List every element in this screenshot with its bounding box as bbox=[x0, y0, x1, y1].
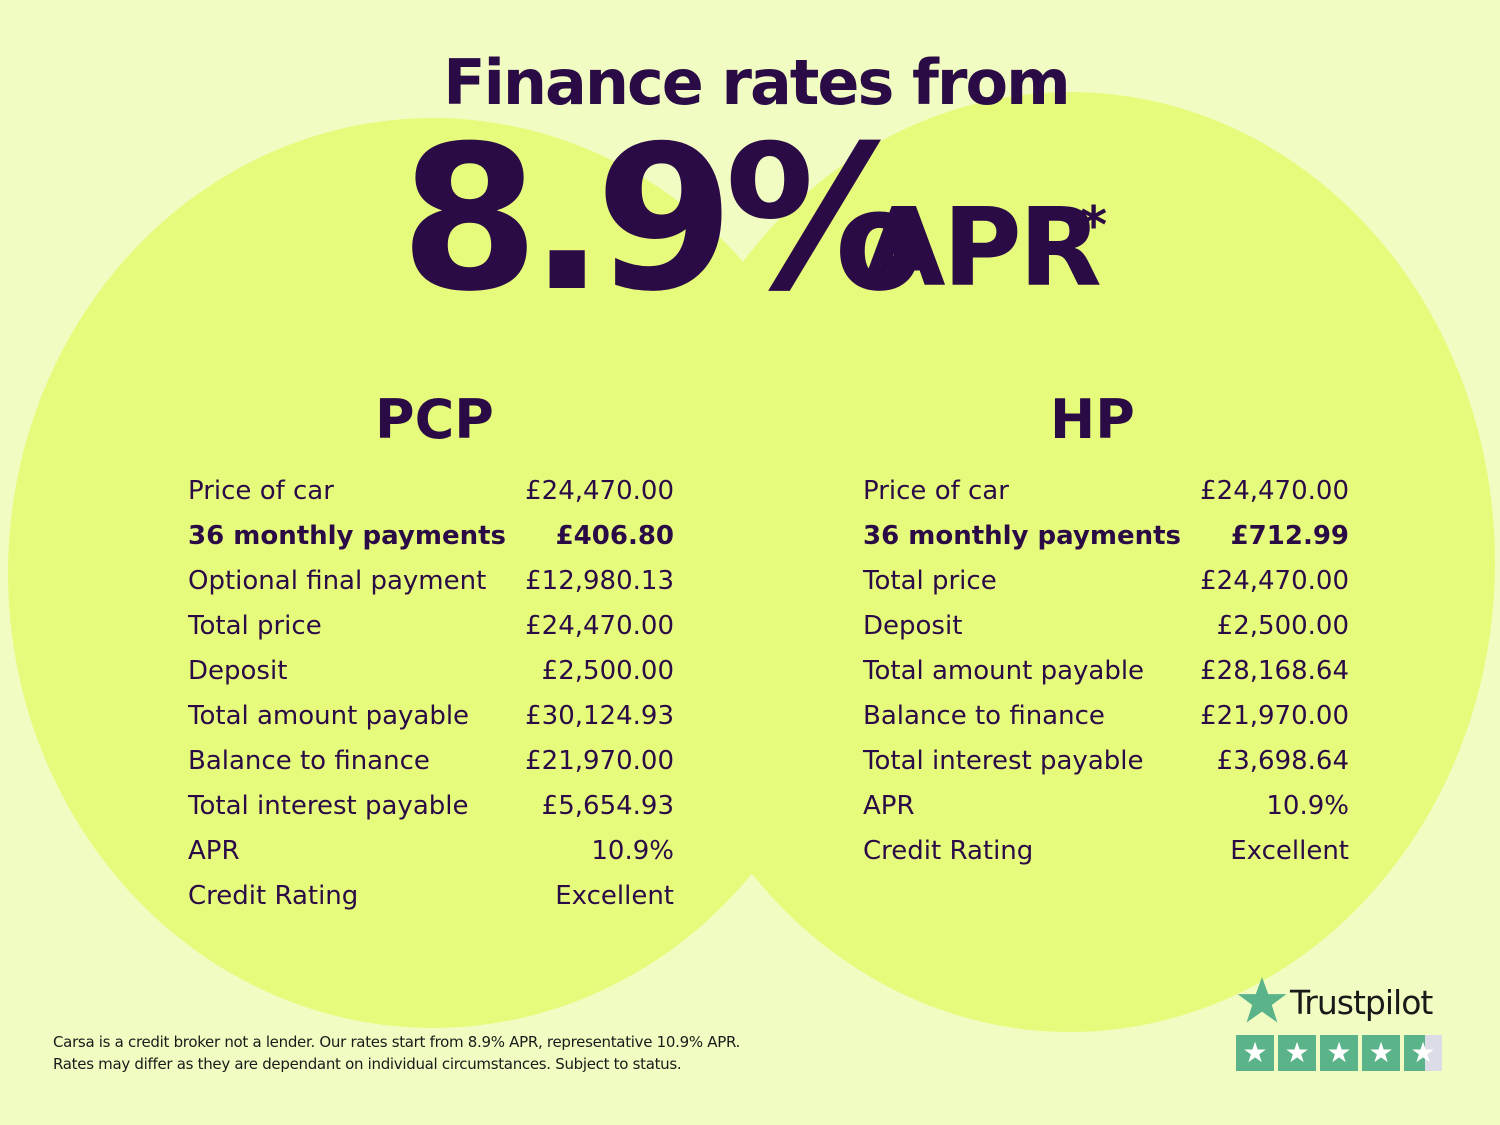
row-label: Total amount payable bbox=[188, 701, 470, 731]
row-label: Price of car bbox=[188, 476, 334, 506]
row-value: £2,500.00 bbox=[1216, 611, 1349, 641]
table-row: Balance to finance £21,970.00 bbox=[188, 740, 674, 785]
disclaimer-line-2: Rates may differ as they are dependant o… bbox=[53, 1055, 682, 1073]
table-row: Total interest payable £5,654.93 bbox=[188, 785, 674, 830]
star-icon: ★ bbox=[1236, 1035, 1274, 1071]
row-value: £21,970.00 bbox=[525, 746, 674, 776]
row-label: Total interest payable bbox=[863, 746, 1144, 776]
row-value: 10.9% bbox=[591, 836, 674, 866]
row-value: £24,470.00 bbox=[525, 611, 674, 641]
table-row: Credit Rating Excellent bbox=[188, 875, 674, 920]
row-label: Total amount payable bbox=[863, 656, 1145, 686]
row-label: Total interest payable bbox=[188, 791, 469, 821]
pcp-title: PCP bbox=[375, 388, 494, 451]
table-row: Deposit £2,500.00 bbox=[863, 605, 1349, 650]
trustpilot-star-icon bbox=[1237, 977, 1287, 1023]
row-label: Balance to finance bbox=[863, 701, 1105, 731]
table-row: Deposit £2,500.00 bbox=[188, 650, 674, 695]
table-row: APR 10.9% bbox=[188, 830, 674, 875]
hp-table: Price of car £24,470.00 36 monthly payment… bbox=[863, 470, 1349, 875]
table-row: 36 monthly payments £712.99 bbox=[863, 515, 1349, 560]
row-value: £3,698.64 bbox=[1216, 746, 1349, 776]
table-row: APR 10.9% bbox=[863, 785, 1349, 830]
table-row: Total amount payable £30,124.93 bbox=[188, 695, 674, 740]
table-row: Balance to finance £21,970.00 bbox=[863, 695, 1349, 740]
row-value: £24,470.00 bbox=[1200, 566, 1349, 596]
half-star-icon: ★ bbox=[1404, 1035, 1442, 1071]
row-label: APR bbox=[863, 791, 915, 821]
table-row: Total amount payable £28,168.64 bbox=[863, 650, 1349, 695]
row-value: Excellent bbox=[555, 881, 674, 911]
row-label: Optional final payment bbox=[188, 566, 487, 596]
row-label: Deposit bbox=[863, 611, 963, 641]
table-row: Total price £24,470.00 bbox=[188, 605, 674, 650]
star-icon: ★ bbox=[1320, 1035, 1358, 1071]
background-circle-right bbox=[645, 92, 1495, 1032]
star-icon: ★ bbox=[1278, 1035, 1316, 1071]
table-row: Price of car £24,470.00 bbox=[863, 470, 1349, 515]
table-row: Price of car £24,470.00 bbox=[188, 470, 674, 515]
row-label: Credit Rating bbox=[863, 836, 1034, 866]
row-value: £24,470.00 bbox=[1200, 476, 1349, 506]
star-icon: ★ bbox=[1362, 1035, 1400, 1071]
table-row: 36 monthly payments £406.80 bbox=[188, 515, 674, 560]
row-label: APR bbox=[188, 836, 240, 866]
disclaimer: Carsa is a credit broker not a lender. O… bbox=[53, 1031, 740, 1075]
row-value: £24,470.00 bbox=[525, 476, 674, 506]
row-value: £406.80 bbox=[555, 521, 674, 551]
disclaimer-line-1: Carsa is a credit broker not a lender. O… bbox=[53, 1033, 740, 1051]
row-label: 36 monthly payments bbox=[863, 521, 1181, 551]
row-value: 10.9% bbox=[1266, 791, 1349, 821]
table-row: Credit Rating Excellent bbox=[863, 830, 1349, 875]
table-row: Total interest payable £3,698.64 bbox=[863, 740, 1349, 785]
row-label: Total price bbox=[863, 566, 997, 596]
row-value: £712.99 bbox=[1230, 521, 1349, 551]
table-row: Total price £24,470.00 bbox=[863, 560, 1349, 605]
row-label: Deposit bbox=[188, 656, 288, 686]
row-value: £5,654.93 bbox=[541, 791, 674, 821]
asterisk: * bbox=[1080, 196, 1108, 256]
row-value: £2,500.00 bbox=[541, 656, 674, 686]
row-label: Credit Rating bbox=[188, 881, 359, 911]
hp-title: HP bbox=[1050, 388, 1135, 451]
headline: Finance rates from bbox=[443, 46, 1070, 119]
pcp-table: Price of car £24,470.00 36 monthly payment… bbox=[188, 470, 674, 920]
rate-suffix: APR bbox=[862, 186, 1102, 311]
row-label: Price of car bbox=[863, 476, 1009, 506]
row-label: Total price bbox=[188, 611, 322, 641]
row-value: £12,980.13 bbox=[525, 566, 674, 596]
trustpilot-rating: ★ ★ ★ ★ ★ bbox=[1236, 1035, 1442, 1071]
row-value: Excellent bbox=[1230, 836, 1349, 866]
row-value: £30,124.93 bbox=[525, 701, 674, 731]
row-label: Balance to finance bbox=[188, 746, 430, 776]
table-row: Optional final payment £12,980.13 bbox=[188, 560, 674, 605]
trustpilot-name: Trustpilot bbox=[1290, 983, 1433, 1022]
row-label: 36 monthly payments bbox=[188, 521, 506, 551]
row-value: £21,970.00 bbox=[1200, 701, 1349, 731]
row-value: £28,168.64 bbox=[1200, 656, 1349, 686]
rate-value: 8.9% bbox=[400, 103, 925, 336]
